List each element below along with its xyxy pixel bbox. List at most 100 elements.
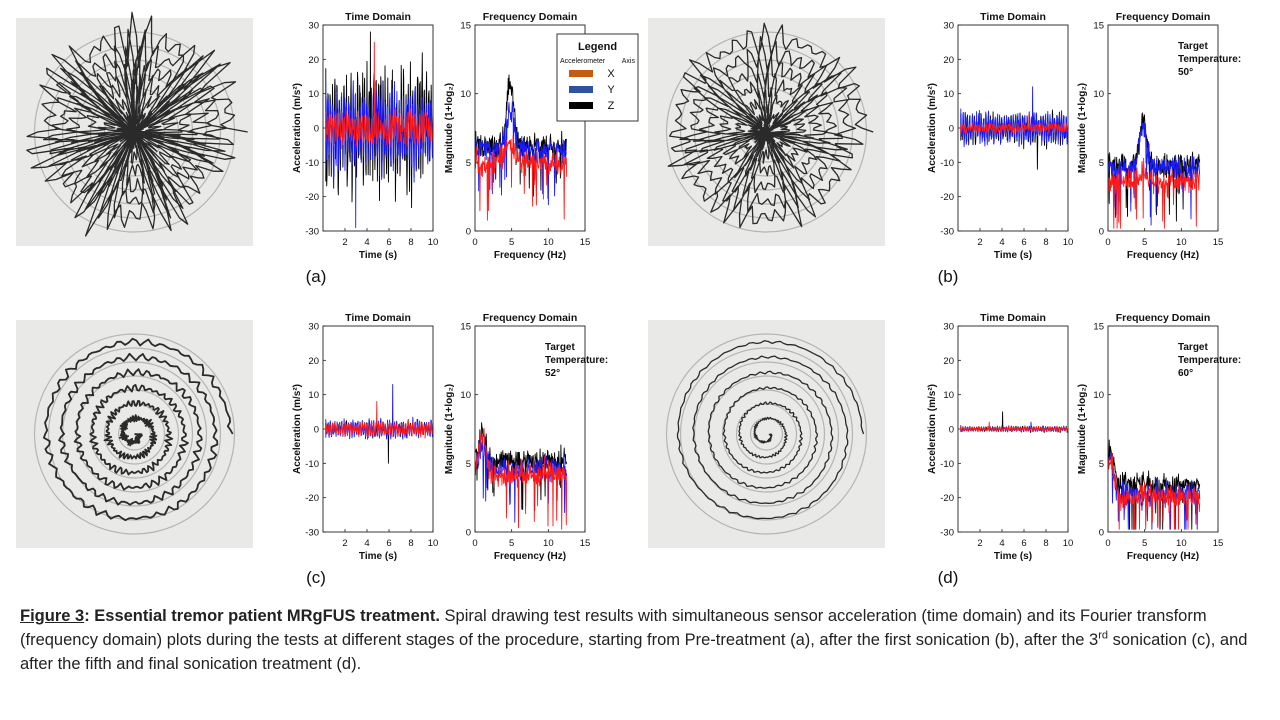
x-tick-label: 4 — [999, 237, 1004, 248]
x-axis-label: Time (s) — [359, 250, 397, 261]
y-tick-label: 10 — [943, 390, 954, 401]
plot-frame — [322, 325, 434, 533]
legend-entry-x: X — [607, 68, 615, 80]
series-line-x — [474, 428, 568, 530]
series-line-x — [325, 41, 434, 148]
y-tick-label: 20 — [308, 55, 319, 66]
series-line-x — [1107, 453, 1201, 530]
x-tick-label: 15 — [580, 538, 591, 549]
panel-label-b: (b) — [938, 267, 959, 286]
plot-frame — [474, 325, 586, 533]
series-line-x — [474, 135, 568, 221]
y-tick-label: 15 — [460, 322, 471, 333]
y-axis-label: Acceleration (m/s²) — [927, 384, 938, 474]
y-tick-label: 10 — [1093, 89, 1104, 100]
y-tick-label: 30 — [308, 322, 319, 333]
target-temperature-label: Temperature: — [1178, 355, 1241, 366]
legend-swatch-z — [569, 102, 593, 109]
time-domain-chart-b: Time Domain -30 -20 -10 0 10 20 30 2 4 6 8 10 Time (s… — [927, 11, 1073, 261]
x-tick-label: 10 — [1063, 538, 1074, 549]
legend-title: Legend — [578, 41, 617, 53]
panel-label-d: (d) — [938, 568, 959, 587]
y-tick-label: 0 — [949, 425, 954, 436]
guide-circle — [693, 59, 840, 205]
y-tick-label: 15 — [1093, 322, 1104, 333]
x-tick-label: 10 — [543, 237, 554, 248]
plot-frame — [322, 24, 434, 232]
legend-swatch-x — [569, 70, 593, 77]
y-tick-label: 0 — [466, 227, 471, 238]
x-tick-label: 4 — [364, 538, 369, 549]
x-tick-label: 6 — [1021, 538, 1026, 549]
x-axis-label: Frequency (Hz) — [1127, 250, 1199, 261]
chart-title: Time Domain — [980, 11, 1046, 23]
series-line-x — [960, 421, 1069, 433]
spiral-drawing-a — [16, 11, 253, 246]
drawn-spiral — [676, 340, 865, 520]
x-tick-label: 5 — [1142, 538, 1147, 549]
chart-title: Time Domain — [980, 312, 1046, 324]
y-tick-label: -20 — [305, 493, 319, 504]
frequency-domain-chart-a: Frequency Domain 0 5 10 15 0 5 10 15 Frequency (H… — [444, 11, 590, 261]
x-tick-label: 8 — [408, 237, 413, 248]
y-tick-label: 20 — [943, 356, 954, 367]
guide-circle — [721, 87, 812, 177]
x-tick-label: 5 — [509, 237, 514, 248]
x-tick-label: 10 — [428, 237, 439, 248]
y-axis-label: Acceleration (m/s²) — [927, 83, 938, 173]
y-axis-label: Magnitude (1+log₂) — [444, 384, 455, 474]
y-tick-label: -30 — [305, 528, 319, 539]
time-domain-chart-a: Time Domain -30 -20 -10 0 10 20 30 2 4 6 8 10 Time (s… — [292, 11, 438, 261]
y-tick-label: 10 — [1093, 390, 1104, 401]
guide-circle — [33, 333, 236, 535]
x-axis-label: Frequency (Hz) — [1127, 551, 1199, 562]
figure-colon: : — [84, 607, 90, 625]
target-temperature-value: 60° — [1178, 368, 1193, 379]
y-axis-label: Magnitude (1+log₂) — [1077, 384, 1088, 474]
y-tick-label: 10 — [460, 89, 471, 100]
chart-title: Frequency Domain — [483, 11, 578, 23]
plot-frame — [1107, 24, 1219, 232]
y-tick-label: 20 — [308, 356, 319, 367]
x-axis-label: Frequency (Hz) — [494, 250, 566, 261]
chart-title: Time Domain — [345, 312, 411, 324]
x-tick-label: 0 — [1105, 538, 1110, 549]
x-axis-label: Time (s) — [994, 551, 1032, 562]
y-tick-label: 5 — [466, 459, 471, 470]
y-tick-label: -20 — [305, 192, 319, 203]
y-tick-label: 0 — [314, 425, 319, 436]
drawn-spiral — [26, 11, 248, 237]
legend-col-axis: Axis — [622, 58, 636, 65]
x-tick-label: 8 — [1043, 237, 1048, 248]
x-tick-label: 6 — [386, 538, 391, 549]
x-axis-label: Time (s) — [994, 250, 1032, 261]
y-tick-label: -20 — [940, 192, 954, 203]
figure-label: Figure 3 — [20, 607, 85, 625]
y-tick-label: 10 — [308, 390, 319, 401]
drawn-spiral — [43, 337, 234, 522]
time-domain-chart-d: Time Domain -30 -20 -10 0 10 20 30 2 4 6 8 10 Time (s… — [927, 312, 1073, 562]
x-tick-label: 2 — [342, 237, 347, 248]
y-tick-label: 0 — [466, 528, 471, 539]
x-tick-label: 10 — [1176, 538, 1187, 549]
x-tick-label: 5 — [1142, 237, 1147, 248]
y-tick-label: 0 — [1099, 528, 1104, 539]
spiral-drawing-c — [16, 320, 253, 548]
x-tick-label: 10 — [543, 538, 554, 549]
y-tick-label: 5 — [1099, 459, 1104, 470]
y-tick-label: -10 — [305, 158, 319, 169]
y-tick-label: 0 — [949, 124, 954, 135]
y-tick-label: -30 — [940, 227, 954, 238]
x-tick-label: 15 — [1213, 538, 1224, 549]
y-tick-label: 5 — [466, 158, 471, 169]
x-tick-label: 4 — [364, 237, 369, 248]
panel-label-c: (c) — [306, 568, 326, 587]
y-tick-label: 10 — [460, 390, 471, 401]
frequency-domain-chart-c: Frequency Domain 0 5 10 15 0 5 10 15 Frequency (H… — [444, 312, 590, 562]
y-axis-label: Acceleration (m/s²) — [292, 384, 303, 474]
x-tick-label: 15 — [580, 237, 591, 248]
x-tick-label: 6 — [386, 237, 391, 248]
x-tick-label: 10 — [428, 538, 439, 549]
series-line-x — [325, 401, 434, 439]
